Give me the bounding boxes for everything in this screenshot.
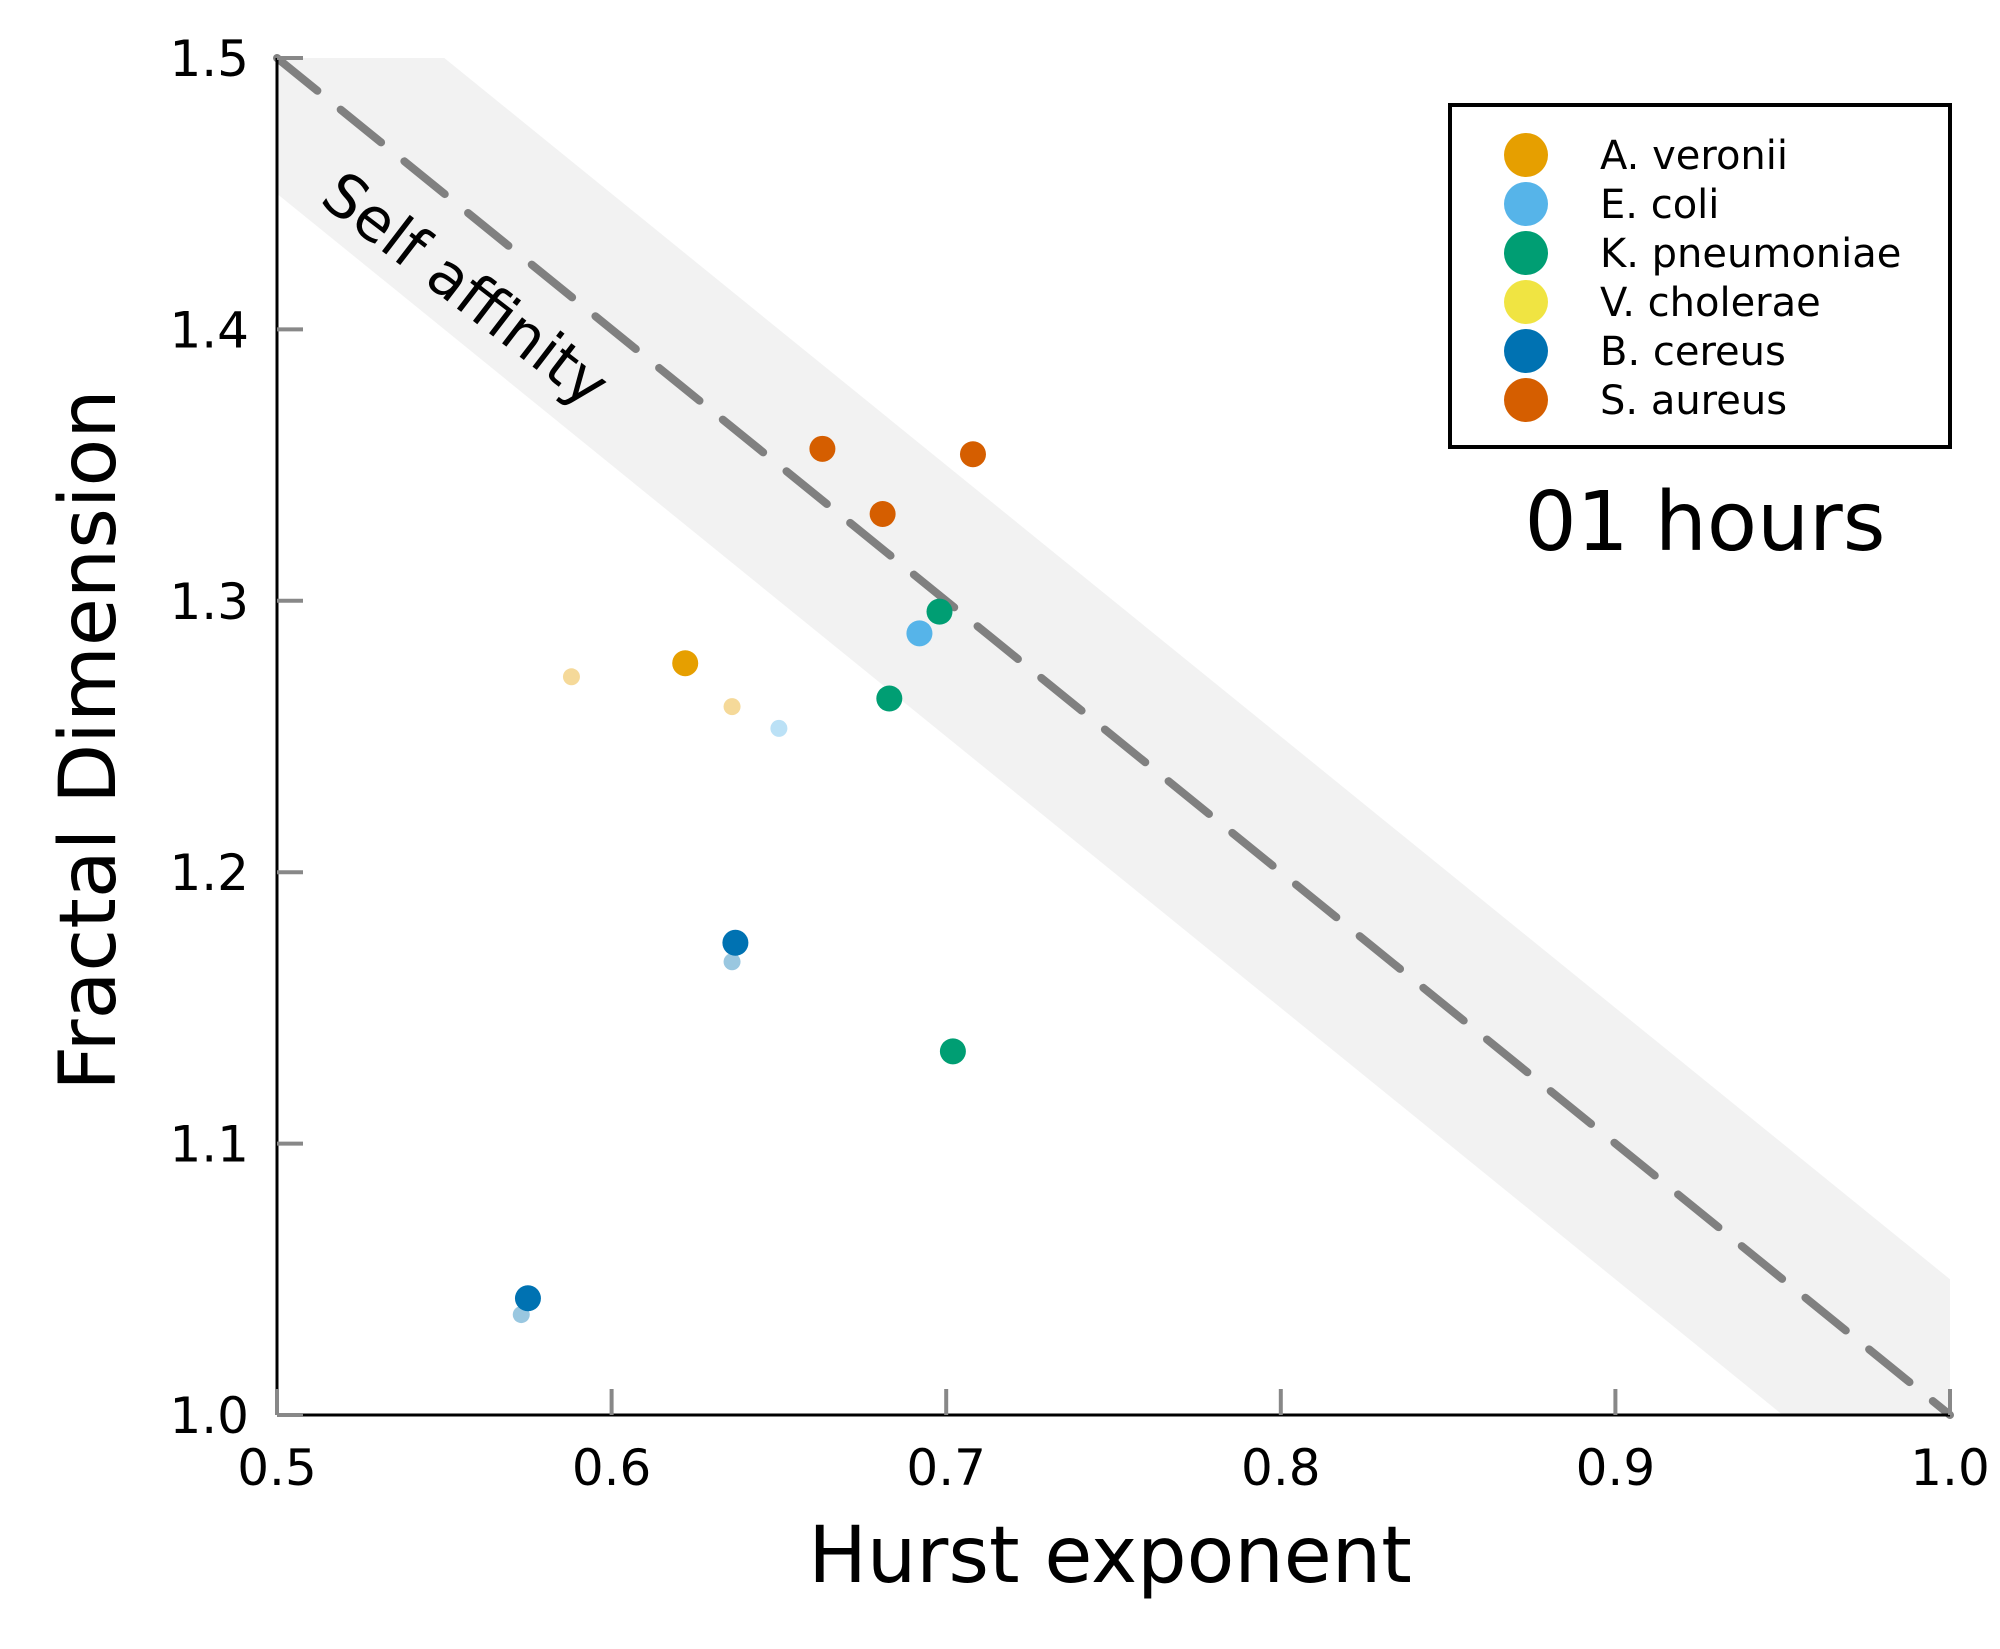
data-point [906, 620, 933, 647]
x-tick-label: 0.9 [1576, 1439, 1656, 1497]
reference-line-layer [273, 54, 1954, 1419]
legend-label: K. pneumoniae [1600, 231, 1901, 277]
legend-label: V. cholerae [1600, 280, 1821, 326]
legend-marker [1504, 280, 1548, 324]
x-tick-label: 1.0 [1910, 1439, 1990, 1497]
data-point [809, 435, 836, 462]
legend-marker [1504, 378, 1548, 422]
legend-marker [1504, 231, 1548, 275]
data-point [722, 929, 749, 956]
faded-data-point [562, 668, 580, 686]
x-tick-label: 0.5 [237, 1439, 317, 1497]
y-tick-label: 1.5 [169, 30, 249, 88]
x-tick-label: 0.8 [1241, 1439, 1321, 1497]
x-tick-label: 0.7 [906, 1439, 986, 1497]
legend-marker [1504, 182, 1548, 226]
data-point [869, 500, 896, 527]
y-tick-label: 1.2 [169, 844, 249, 902]
y-tick-label: 1.3 [169, 573, 249, 631]
y-axis-title: Fractal Dimension [44, 389, 134, 1090]
legend-marker [1504, 329, 1548, 373]
data-point [514, 1285, 541, 1312]
legend-label: S. aureus [1600, 378, 1787, 424]
data-point [926, 598, 953, 625]
data-point [876, 685, 903, 712]
legend-label: A. veronii [1600, 133, 1788, 179]
data-point [959, 441, 986, 468]
faded-data-point [723, 953, 741, 971]
legend-label: E. coli [1600, 182, 1719, 228]
self-affinity-line [273, 54, 1954, 1419]
data-point [672, 650, 699, 677]
x-axis-title: Hurst exponent [808, 1511, 1412, 1601]
x-tick-label: 0.6 [572, 1439, 652, 1497]
legend-marker [1504, 133, 1548, 177]
data-points-layer [512, 435, 986, 1324]
axes-layer: 0.5 0.6 0.7 0.8 0.9 1.0 1.0 1.1 1.2 1.3 1.4 1.5 [169, 30, 1989, 1497]
legend-label: B. cereus [1600, 329, 1786, 375]
faded-data-point [770, 719, 788, 737]
data-point [939, 1038, 966, 1065]
faded-data-point [723, 698, 741, 716]
time-label: 01 hours [1525, 475, 1886, 570]
y-tick-label: 1.4 [169, 301, 249, 359]
y-tick-label: 1.0 [169, 1387, 249, 1445]
y-tick-label: 1.1 [169, 1116, 249, 1174]
